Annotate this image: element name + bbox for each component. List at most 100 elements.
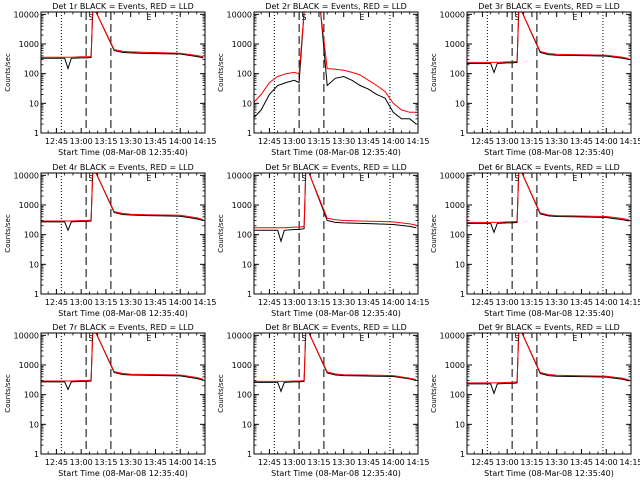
x-tick-label: 13:15: [307, 137, 330, 146]
y-tick-label: 10000: [227, 171, 252, 180]
x-tick-label: 14:15: [619, 137, 640, 146]
panel-4r: 1 10 100 1000 10000 12:45 13:00 13:15 13:30 13:45…: [4, 163, 217, 318]
y-axis-label: Counts/sec: [430, 214, 438, 253]
plot-frame: [253, 332, 419, 455]
panel-title: Det 7r BLACK = Events, RED = LLD: [52, 323, 194, 332]
panel-title: Det 2r BLACK = Events, RED = LLD: [265, 2, 407, 11]
x-tick-label: 13:15: [520, 458, 543, 467]
y-tick-label: 10000: [440, 171, 465, 180]
x-tick-label: 13:00: [283, 458, 306, 467]
x-tick-label: 12:45: [471, 137, 494, 146]
y-tick-label: 100: [237, 231, 252, 240]
panel-9r: 1 10 100 1000 10000 12:45 13:00 13:15 13:30 13:45…: [430, 323, 640, 478]
series-lld-line: [467, 173, 630, 223]
x-tick-label: 13:00: [496, 458, 519, 467]
plot-frame: [466, 11, 632, 134]
y-tick-label: 1: [34, 290, 39, 299]
series-lld-line: [41, 333, 204, 382]
y-tick-label: 100: [450, 391, 465, 400]
plot-area: [41, 333, 204, 391]
marker-letter-s: S: [89, 13, 94, 22]
x-tick-label: 13:00: [283, 298, 306, 307]
plot-area: [41, 12, 204, 71]
y-axis-label: Counts/sec: [4, 374, 12, 413]
series-events-line: [41, 333, 204, 391]
plot-frame: [253, 11, 419, 134]
series-lld-line: [467, 12, 630, 63]
plot-area: [41, 173, 204, 232]
panel-title: Det 8r BLACK = Events, RED = LLD: [265, 323, 407, 332]
x-axis-label: Start Time (08-Mar-08 12:35:40): [58, 469, 188, 478]
x-tick-label: 14:15: [619, 458, 640, 467]
panel-2r: 1 10 100 1000 10000 12:45 13:00 13:15 13:30 13:45…: [217, 2, 430, 157]
marker-letter-s: S: [302, 174, 307, 183]
plot-frame: [40, 332, 206, 455]
x-tick-label: 13:45: [570, 458, 593, 467]
y-tick-label: 10000: [14, 10, 39, 19]
panel-3r: 1 10 100 1000 10000 12:45 13:00 13:15 13:30 13:45…: [430, 2, 640, 157]
marker-letter-e: E: [572, 13, 577, 22]
y-tick-label: 10: [242, 260, 252, 269]
x-axis-label: Start Time (08-Mar-08 12:35:40): [271, 469, 401, 478]
y-axis-label: Counts/sec: [217, 374, 225, 413]
series-events-line: [254, 333, 417, 393]
x-tick-label: 13:00: [496, 298, 519, 307]
y-tick-label: 10: [455, 99, 465, 108]
plot-area: [254, 173, 417, 244]
x-tick-label: 13:00: [283, 137, 306, 146]
y-tick-label: 10: [29, 420, 39, 429]
x-tick-label: 14:15: [406, 458, 429, 467]
x-axis-label: Start Time (08-Mar-08 12:35:40): [271, 309, 401, 318]
x-axis-label: Start Time (08-Mar-08 12:35:40): [271, 148, 401, 157]
plot-frame: [40, 172, 206, 295]
x-tick-label: 13:30: [119, 298, 142, 307]
x-tick-label: 13:45: [570, 137, 593, 146]
y-tick-label: 100: [237, 391, 252, 400]
marker-letter-e: E: [572, 174, 577, 183]
marker-letter-e: E: [146, 13, 151, 22]
series-lld-line: [41, 12, 204, 58]
x-tick-label: 12:45: [45, 298, 68, 307]
x-tick-label: 14:00: [382, 298, 405, 307]
x-tick-label: 14:00: [595, 298, 618, 307]
x-tick-label: 14:00: [169, 298, 192, 307]
y-tick-label: 1000: [232, 40, 252, 49]
x-tick-label: 13:30: [545, 298, 568, 307]
panel-8r: 1 10 100 1000 10000 12:45 13:00 13:15 13:30 13:45…: [217, 323, 430, 478]
x-tick-label: 13:45: [357, 458, 380, 467]
x-tick-label: 14:00: [382, 458, 405, 467]
x-tick-label: 13:45: [570, 298, 593, 307]
x-tick-label: 13:45: [357, 298, 380, 307]
x-tick-label: 12:45: [471, 298, 494, 307]
y-tick-label: 100: [24, 70, 39, 79]
panel-title: Det 4r BLACK = Events, RED = LLD: [52, 163, 194, 172]
x-tick-label: 13:30: [119, 137, 142, 146]
marker-letter-e: E: [146, 174, 151, 183]
plot-area: [467, 173, 630, 234]
x-tick-label: 13:30: [545, 458, 568, 467]
x-tick-label: 13:15: [94, 458, 117, 467]
x-tick-label: 14:15: [406, 298, 429, 307]
series-lld-line: [254, 333, 417, 382]
series-events-line: [467, 12, 630, 74]
y-axis-label: Counts/sec: [430, 374, 438, 413]
marker-letter-e: E: [146, 334, 151, 343]
x-tick-label: 13:30: [332, 298, 355, 307]
y-tick-label: 10: [455, 420, 465, 429]
x-tick-label: 13:45: [144, 137, 167, 146]
y-axis-label: Counts/sec: [4, 53, 12, 92]
series-events-line: [254, 173, 417, 244]
series-lld-line: [254, 12, 417, 113]
x-tick-label: 13:00: [70, 137, 93, 146]
y-tick-label: 1: [247, 129, 252, 138]
marker-letter-e: E: [359, 174, 364, 183]
y-tick-label: 1: [34, 450, 39, 459]
x-tick-label: 13:00: [70, 458, 93, 467]
x-tick-label: 14:15: [193, 298, 216, 307]
x-tick-label: 13:30: [332, 458, 355, 467]
y-tick-label: 1: [460, 450, 465, 459]
y-tick-label: 1000: [232, 361, 252, 370]
y-tick-label: 100: [450, 70, 465, 79]
y-axis-label: Counts/sec: [430, 53, 438, 92]
panel-title: Det 3r BLACK = Events, RED = LLD: [478, 2, 620, 11]
